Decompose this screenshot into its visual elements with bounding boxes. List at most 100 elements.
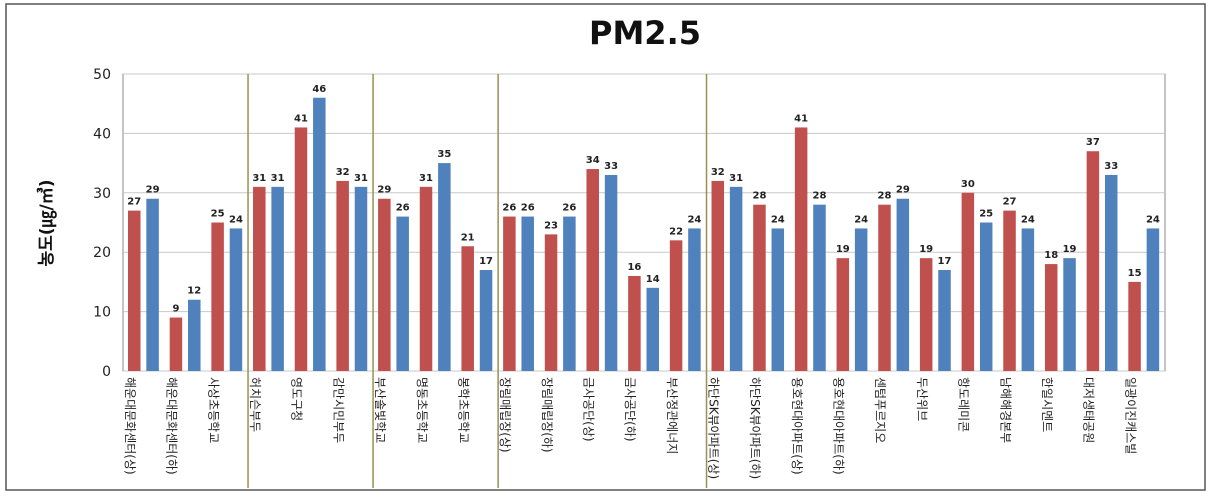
bar [711, 180, 725, 371]
bar [211, 222, 224, 371]
x-tick-label: 하단SK뷰아파트(하) [748, 377, 762, 479]
x-tick-label: 사상초등학교 [206, 377, 220, 443]
bar [961, 192, 975, 371]
y-tick-label: 30 [93, 186, 111, 202]
x-tick-label: 센텀푸르지오 [873, 377, 887, 443]
x-tick-label: 한일시멘트 [1040, 377, 1054, 432]
bar [729, 186, 743, 371]
bar [438, 163, 451, 371]
value-label: 25 [211, 209, 225, 220]
value-label: 24 [229, 214, 243, 225]
value-label: 26 [521, 203, 535, 214]
bar [146, 198, 159, 371]
bar [419, 186, 433, 371]
bar [813, 204, 826, 371]
value-label: 34 [586, 155, 600, 166]
x-tick-label: 영도구청 [290, 377, 304, 421]
value-label: 19 [919, 244, 933, 255]
value-label: 21 [461, 232, 475, 243]
x-tick-label: 하단SK뷰아파트(상) [707, 377, 721, 479]
chart-title: PM2.5 [589, 14, 701, 52]
x-tick-label: 장림매립장(하) [540, 377, 554, 453]
x-tick-label: 명동초등학교 [415, 377, 429, 443]
value-label: 35 [437, 149, 451, 160]
value-label: 15 [1128, 268, 1142, 279]
value-label: 28 [878, 191, 892, 202]
value-label: 12 [187, 286, 201, 297]
value-label: 26 [562, 203, 576, 214]
value-label: 14 [646, 274, 660, 285]
bar [461, 246, 474, 371]
bar [938, 270, 951, 371]
bar [396, 216, 409, 371]
bar [229, 228, 243, 371]
x-tick-label: 용호현대아파트(하) [832, 377, 846, 475]
value-label: 17 [479, 256, 493, 267]
value-label: 24 [1146, 214, 1160, 225]
value-label: 17 [938, 256, 952, 267]
bar [586, 169, 599, 371]
value-label: 23 [544, 220, 558, 231]
bar [188, 299, 201, 371]
bar [771, 228, 785, 371]
value-label: 31 [729, 173, 743, 184]
x-tick-label: 금사공단(상) [581, 377, 595, 442]
value-label: 28 [813, 191, 827, 202]
value-label: 24 [687, 214, 701, 225]
value-label: 31 [354, 173, 368, 184]
value-label: 28 [752, 191, 766, 202]
bar [979, 222, 993, 371]
value-label: 22 [669, 226, 683, 237]
x-tick-label: 항도레미콘 [957, 377, 971, 432]
bar [294, 127, 308, 372]
bar [521, 216, 534, 371]
value-label: 31 [271, 173, 285, 184]
value-label: 37 [1086, 137, 1100, 148]
value-label: 29 [146, 185, 160, 196]
bar [1104, 174, 1118, 371]
value-label: 41 [794, 113, 808, 124]
bar [336, 180, 349, 371]
x-tick-label: 부산솔빛학교 [373, 377, 387, 443]
value-label: 19 [1063, 244, 1077, 255]
bar [1063, 258, 1076, 371]
bar [1044, 264, 1058, 371]
value-label: 16 [627, 262, 641, 273]
value-label: 27 [1003, 197, 1017, 208]
bar [271, 186, 284, 371]
x-tick-label: 남해해경본부 [998, 377, 1012, 443]
x-tick-label: 감만시민부두 [331, 377, 345, 443]
bar [1021, 228, 1035, 371]
bar [253, 186, 266, 371]
y-tick-label: 40 [93, 126, 111, 142]
value-label: 46 [312, 84, 326, 95]
bar [896, 198, 910, 371]
value-label: 32 [711, 167, 725, 178]
bar [1086, 151, 1100, 371]
value-label: 30 [961, 179, 975, 190]
value-label: 29 [377, 185, 391, 196]
bar [919, 258, 933, 371]
bar [544, 234, 558, 371]
bar [313, 97, 326, 371]
value-label: 33 [1104, 161, 1118, 172]
x-tick-label: 봉학초등학교 [456, 377, 470, 443]
y-tick-label: 50 [93, 67, 111, 83]
bar [378, 198, 391, 371]
bar [169, 317, 183, 371]
value-label: 24 [854, 214, 868, 225]
x-tick-label: 두산위브 [915, 377, 929, 421]
y-tick-label: 0 [102, 364, 111, 380]
bar [836, 258, 850, 371]
x-tick-label: 부산정관에너지 [665, 377, 679, 454]
x-tick-label: 일광이진캐스빌 [1123, 377, 1137, 454]
value-label: 31 [252, 173, 266, 184]
bar [604, 174, 618, 371]
bar [503, 216, 516, 371]
bar [854, 228, 868, 371]
value-label: 31 [419, 173, 433, 184]
bar [878, 204, 891, 371]
value-label: 41 [294, 113, 308, 124]
y-tick-label: 20 [93, 245, 111, 261]
